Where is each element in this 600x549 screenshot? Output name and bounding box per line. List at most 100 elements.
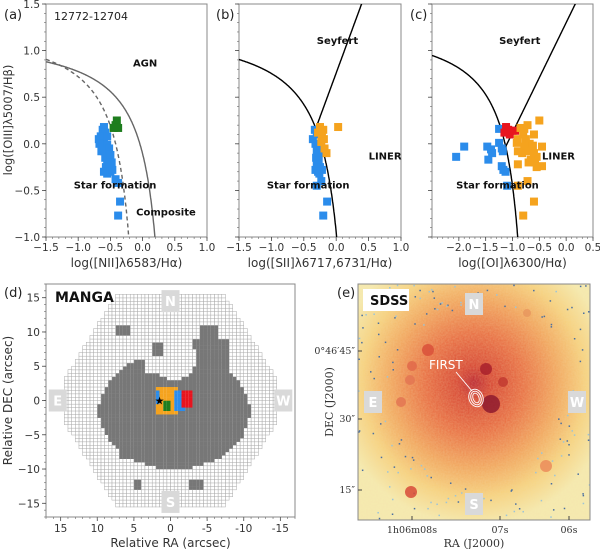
spaxel-empty bbox=[144, 352, 149, 357]
spaxel-masked bbox=[122, 393, 127, 398]
spaxel-masked bbox=[225, 390, 230, 394]
spaxel-masked bbox=[225, 400, 230, 405]
spaxel-empty bbox=[232, 461, 237, 467]
spaxel-empty bbox=[254, 437, 259, 443]
noise-pixel bbox=[582, 502, 585, 505]
spaxel-masked bbox=[218, 376, 222, 381]
spaxel-empty bbox=[71, 386, 76, 391]
spaxel-masked bbox=[126, 441, 131, 446]
spaxel-masked bbox=[218, 427, 222, 432]
spaxel-empty bbox=[148, 331, 153, 336]
spaxel-masked bbox=[232, 407, 237, 412]
spaxel-empty bbox=[129, 489, 135, 494]
data-point-LINER bbox=[529, 130, 538, 139]
noise-pixel bbox=[387, 471, 389, 473]
spaxel-masked bbox=[155, 465, 160, 470]
spaxel-masked bbox=[229, 383, 233, 388]
spaxel-empty bbox=[97, 455, 102, 460]
spaxel-masked bbox=[159, 379, 164, 384]
spaxel-empty bbox=[148, 485, 153, 491]
spaxel-masked bbox=[188, 410, 193, 415]
spaxel-masked bbox=[104, 390, 109, 394]
spaxel-empty bbox=[82, 376, 87, 381]
spaxel-empty bbox=[170, 468, 175, 473]
noise-pixel bbox=[560, 422, 562, 425]
spaxel-empty bbox=[133, 465, 138, 470]
spaxel-masked bbox=[188, 373, 193, 377]
spaxel-empty bbox=[170, 485, 175, 491]
spaxel-masked bbox=[133, 390, 138, 394]
spaxel-masked bbox=[181, 383, 186, 388]
spaxel-empty bbox=[86, 379, 91, 384]
spaxel-empty bbox=[188, 321, 193, 326]
spaxel-empty bbox=[239, 342, 244, 347]
spaxel-empty bbox=[184, 348, 190, 354]
spaxel-empty bbox=[155, 307, 160, 312]
spaxel-empty bbox=[261, 379, 266, 384]
spaxel-empty bbox=[137, 499, 142, 504]
spaxel-empty bbox=[100, 379, 105, 384]
spaxel-masked bbox=[137, 386, 142, 391]
spaxel-masked bbox=[196, 366, 200, 370]
spaxel-empty bbox=[144, 503, 149, 508]
spaxel-empty bbox=[250, 355, 255, 360]
spaxel-masked bbox=[148, 458, 153, 463]
spaxel-empty bbox=[195, 335, 201, 340]
spaxel-masked bbox=[126, 366, 131, 370]
spaxel-empty bbox=[67, 372, 72, 377]
spaxel-empty bbox=[100, 441, 105, 446]
spaxel-masked bbox=[203, 355, 208, 360]
spaxel-masked bbox=[199, 345, 204, 350]
spaxel-masked bbox=[122, 410, 127, 415]
title-box bbox=[363, 289, 409, 311]
spaxel-empty bbox=[129, 499, 135, 504]
spaxel-masked bbox=[240, 393, 244, 398]
spaxel-masked bbox=[207, 393, 211, 398]
spaxel-empty bbox=[236, 359, 241, 364]
spaxel-empty bbox=[166, 345, 171, 350]
spaxel-empty bbox=[192, 324, 197, 330]
spaxel-liner bbox=[170, 403, 175, 408]
spaxel-empty bbox=[100, 362, 105, 367]
spaxel-empty bbox=[217, 503, 223, 508]
spaxel-empty bbox=[210, 307, 215, 312]
spaxel-masked bbox=[100, 421, 105, 425]
spaxel-empty bbox=[111, 479, 116, 484]
spaxel-empty bbox=[261, 365, 266, 371]
spaxel-masked bbox=[221, 355, 226, 360]
spaxel-masked bbox=[119, 410, 123, 415]
spaxel-masked bbox=[144, 451, 149, 456]
compass-box bbox=[48, 389, 67, 412]
spaxel-empty bbox=[86, 369, 91, 374]
x-tick-label: 1.0 bbox=[393, 242, 410, 254]
image-noise bbox=[358, 284, 590, 520]
x-tick-label: 0.5 bbox=[166, 242, 183, 254]
noise-pixel bbox=[394, 317, 396, 319]
spaxel-empty bbox=[82, 424, 87, 429]
spaxel-masked bbox=[199, 482, 204, 487]
spaxel-empty bbox=[254, 362, 259, 367]
spaxel-masked bbox=[207, 335, 211, 340]
spaxel-empty bbox=[188, 307, 193, 312]
spaxel-empty bbox=[254, 372, 259, 377]
spaxel-masked bbox=[108, 438, 112, 442]
spaxel-empty bbox=[254, 451, 259, 456]
spaxel-empty bbox=[144, 314, 149, 319]
spaxel-masked bbox=[221, 410, 226, 415]
spaxel-empty bbox=[140, 300, 146, 306]
spaxel-empty bbox=[203, 297, 208, 302]
spaxel-masked bbox=[210, 414, 215, 418]
spaxel-empty bbox=[71, 389, 76, 395]
spaxel-empty bbox=[129, 338, 135, 343]
spaxel-composite bbox=[163, 407, 167, 412]
spaxel-masked bbox=[177, 386, 182, 391]
spaxel-empty bbox=[236, 451, 241, 456]
spaxel-empty bbox=[115, 475, 120, 480]
spaxel-masked bbox=[159, 427, 164, 432]
spaxel-masked bbox=[203, 448, 208, 453]
spaxel-empty bbox=[239, 468, 244, 473]
spaxel-masked bbox=[104, 407, 109, 412]
spaxel-empty bbox=[166, 468, 171, 473]
spaxel-empty bbox=[236, 345, 241, 350]
spaxel-masked bbox=[196, 393, 200, 398]
